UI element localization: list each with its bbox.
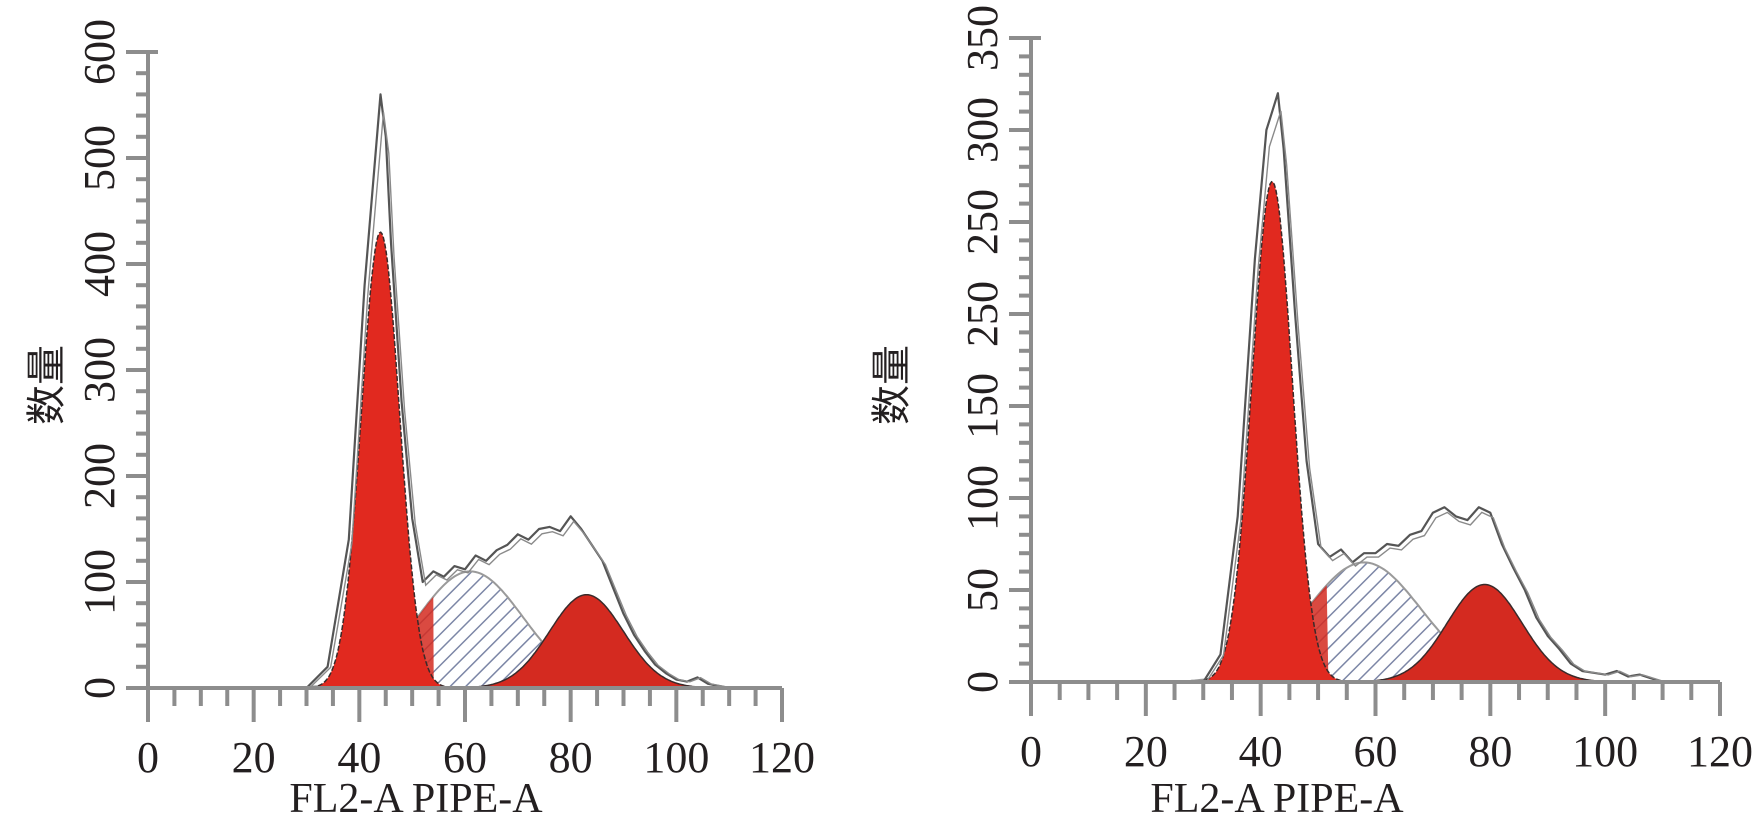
x-axis-title: FL2-A PIPE-A bbox=[1150, 776, 1404, 822]
y-tick-label: 50 bbox=[958, 568, 1007, 612]
y-tick-label: 400 bbox=[75, 231, 124, 297]
fit-envelope-line bbox=[309, 112, 733, 689]
x-tick-label: 20 bbox=[1124, 727, 1168, 776]
y-tick-label: 0 bbox=[958, 671, 1007, 693]
x-tick-label: 100 bbox=[1572, 727, 1638, 776]
y-axis-title: 数量 bbox=[869, 345, 915, 425]
x-tick-label: 80 bbox=[1468, 727, 1512, 776]
y-tick-label: 150 bbox=[958, 373, 1007, 439]
x-tick-label: 60 bbox=[1354, 727, 1398, 776]
g2m-peak-area bbox=[452, 593, 720, 689]
x-axis-title: FL2-A PIPE-A bbox=[289, 776, 543, 822]
g2m-peak-area bbox=[1349, 583, 1622, 683]
y-tick-label: 350 bbox=[958, 5, 1007, 71]
y-tick-label: 0 bbox=[75, 677, 124, 699]
y-tick-label: 100 bbox=[958, 465, 1007, 531]
raw-histogram-line bbox=[305, 93, 730, 690]
y-tick-label: 250 bbox=[958, 281, 1007, 347]
x-tick-label: 0 bbox=[137, 733, 159, 782]
x-tick-label: 120 bbox=[1687, 727, 1753, 776]
fit-envelope-line bbox=[1205, 110, 1666, 683]
x-tick-label: 40 bbox=[1239, 727, 1283, 776]
x-tick-label: 60 bbox=[443, 733, 487, 782]
y-tick-label: 300 bbox=[958, 97, 1007, 163]
histogram-panel-left: 数量 FL2-A PIPE-A 0 100 200 300 400 500 600 0 20 40… bbox=[24, 19, 815, 822]
y-axis-title: 数量 bbox=[24, 345, 70, 425]
x-tick-label: 40 bbox=[337, 733, 381, 782]
y-tick-label: 200 bbox=[75, 443, 124, 509]
x-tick-label: 120 bbox=[749, 733, 815, 782]
x-tick-label: 20 bbox=[232, 733, 276, 782]
y-tick-label: 600 bbox=[75, 19, 124, 85]
x-tick-label: 80 bbox=[549, 733, 593, 782]
y-tick-label: 250 bbox=[958, 189, 1007, 255]
histogram-panel-right: 数量 FL2-A PIPE-A 0 50 100 150 250 250 300 350 0 20… bbox=[869, 5, 1753, 822]
y-tick-label: 500 bbox=[75, 125, 124, 191]
g1-peak-area bbox=[311, 231, 451, 689]
x-tick-label: 0 bbox=[1020, 727, 1042, 776]
y-tick-label: 100 bbox=[75, 549, 124, 615]
y-tick-label: 300 bbox=[75, 337, 124, 403]
x-tick-label: 100 bbox=[643, 733, 709, 782]
